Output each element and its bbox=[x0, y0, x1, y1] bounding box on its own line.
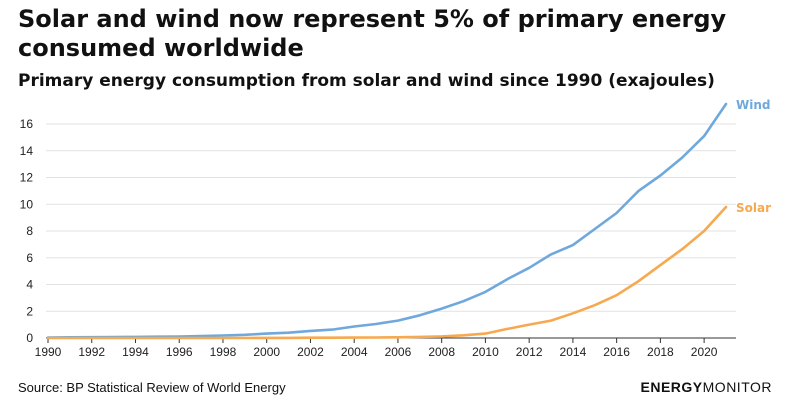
source-note: Source: BP Statistical Review of World E… bbox=[18, 380, 286, 395]
x-tick-label: 1990 bbox=[35, 345, 62, 359]
y-tick-label: 8 bbox=[26, 224, 33, 238]
x-tick-label: 1996 bbox=[166, 345, 193, 359]
y-tick-label: 14 bbox=[20, 144, 34, 158]
chart-title: Solar and wind now represent 5% of prima… bbox=[18, 5, 727, 62]
x-tick-label: 2020 bbox=[691, 345, 718, 359]
series-label-solar: Solar bbox=[736, 201, 771, 215]
x-tick-label: 2014 bbox=[560, 345, 587, 359]
brand-logo-part2: MONITOR bbox=[702, 379, 772, 395]
y-tick-label: 4 bbox=[26, 278, 33, 292]
x-tick-label: 2016 bbox=[603, 345, 630, 359]
y-tick-label: 6 bbox=[26, 251, 33, 265]
x-tick-label: 2010 bbox=[472, 345, 499, 359]
x-tick-label: 2000 bbox=[253, 345, 280, 359]
y-tick-label: 10 bbox=[20, 197, 34, 211]
x-tick-label: 2004 bbox=[341, 345, 368, 359]
y-tick-label: 0 bbox=[26, 331, 33, 345]
series-line-solar bbox=[46, 205, 728, 340]
x-tick-label: 2008 bbox=[428, 345, 455, 359]
brand-logo: ENERGYMONITOR bbox=[641, 379, 772, 395]
series-label-wind: Wind bbox=[736, 98, 770, 112]
x-tick-label: 2012 bbox=[516, 345, 543, 359]
y-tick-label: 16 bbox=[20, 117, 34, 131]
y-tick-label: 12 bbox=[20, 171, 34, 185]
x-tick-label: 2006 bbox=[385, 345, 412, 359]
x-tick-label: 2002 bbox=[297, 345, 324, 359]
x-tick-label: 2018 bbox=[647, 345, 674, 359]
x-tick-label: 1994 bbox=[122, 345, 149, 359]
brand-logo-part1: ENERGY bbox=[640, 379, 703, 395]
x-tick-label: 1998 bbox=[210, 345, 237, 359]
y-tick-label: 2 bbox=[26, 304, 33, 318]
chart-subtitle: Primary energy consumption from solar an… bbox=[18, 71, 715, 91]
x-tick-label: 1992 bbox=[78, 345, 105, 359]
series-line-wind bbox=[46, 102, 728, 339]
